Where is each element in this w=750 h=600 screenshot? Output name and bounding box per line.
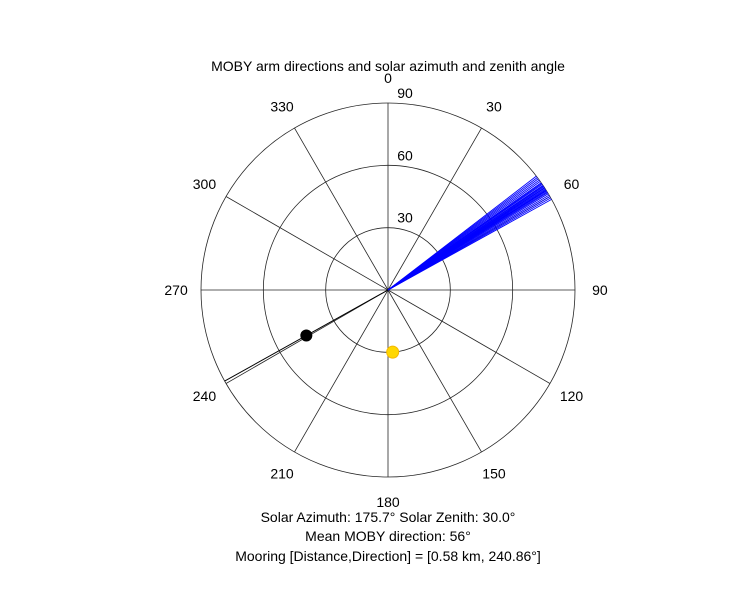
caption-mooring: Mooring [Distance,Direction] = [0.58 km,… — [235, 548, 541, 564]
theta-tick-label: 150 — [482, 466, 506, 482]
theta-tick-label: 210 — [270, 466, 294, 482]
arm-line — [387, 175, 537, 291]
theta-tick-label: 60 — [564, 176, 580, 192]
theta-tick-label: 270 — [164, 282, 188, 298]
theta-tick-label: 300 — [193, 176, 217, 192]
grid-spoke — [294, 127, 389, 291]
theta-tick-label: 330 — [270, 98, 294, 114]
grid-spoke — [387, 127, 482, 291]
theta-tick-labels: 0 30 60 90 120 150 180 210 240 270 300 330 — [164, 70, 608, 510]
r-tick-label: 30 — [397, 210, 413, 226]
arm-line — [387, 198, 552, 291]
caption-mean-moby: Mean MOBY direction: 56° — [305, 528, 471, 544]
mooring-marker — [300, 329, 313, 342]
mooring-direction — [224, 289, 389, 382]
r-tick-label: 90 — [397, 85, 413, 101]
moby-arm-lines — [387, 175, 552, 291]
r-tick-label: 60 — [397, 147, 413, 163]
grid-spoke — [387, 289, 482, 453]
theta-tick-label: 180 — [376, 494, 400, 510]
sun-position — [386, 345, 400, 359]
theta-tick-label: 90 — [592, 282, 608, 298]
theta-tick-label: 30 — [486, 98, 502, 114]
theta-tick-label: 240 — [193, 388, 217, 404]
chart-title: MOBY arm directions and solar azimuth an… — [211, 58, 565, 74]
sun-marker — [386, 345, 400, 359]
grid-spoke — [294, 289, 389, 453]
theta-tick-label: 120 — [560, 388, 584, 404]
caption-solar: Solar Azimuth: 175.7° Solar Zenith: 30.0… — [261, 509, 516, 525]
grid-spoke — [387, 289, 551, 384]
arm-line — [387, 189, 547, 291]
r-tick-labels: 30 60 90 — [397, 85, 413, 226]
theta-tick-label: 0 — [384, 70, 392, 86]
grid-spoke — [225, 196, 389, 291]
